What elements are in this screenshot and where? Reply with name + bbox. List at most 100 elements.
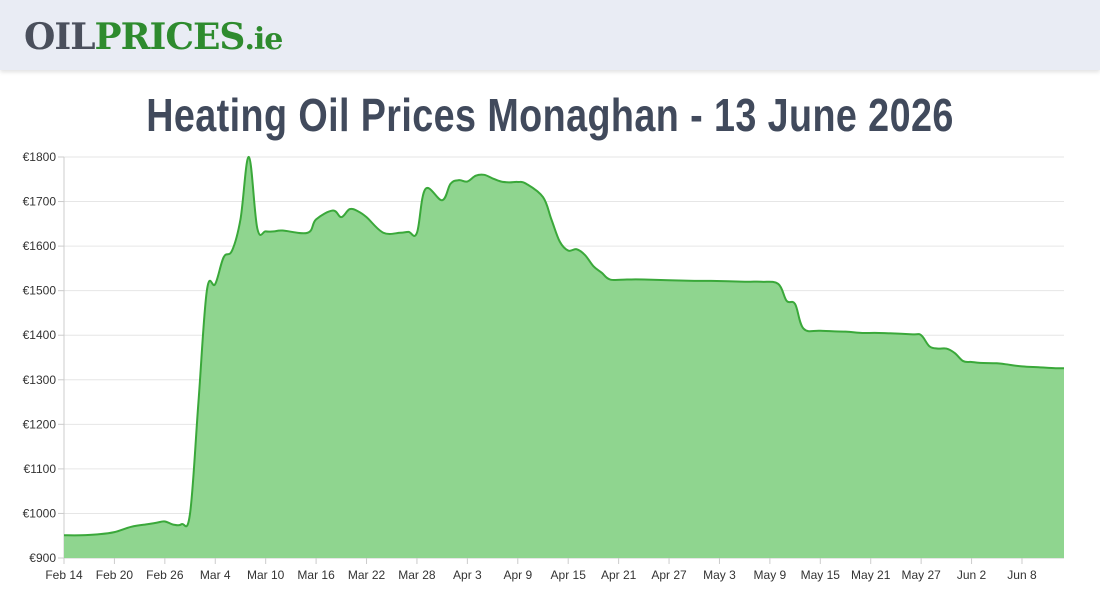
data-point xyxy=(508,181,510,183)
data-point xyxy=(80,534,82,536)
data-point xyxy=(189,512,191,514)
data-point xyxy=(1038,366,1040,368)
data-point xyxy=(609,278,611,280)
y-tick-label: €1500 xyxy=(23,284,57,298)
x-tick-label: Feb 26 xyxy=(146,568,184,582)
data-point xyxy=(483,174,485,176)
x-axis: Feb 14 Feb 20 Feb 26 Mar 4 Mar 10 Mar 16 Mar 2… xyxy=(45,558,1037,582)
data-point xyxy=(1063,367,1065,369)
data-point xyxy=(584,254,586,256)
data-point xyxy=(1054,367,1056,369)
data-point xyxy=(491,177,493,179)
x-tick-label: Feb 14 xyxy=(45,568,83,582)
data-point xyxy=(996,362,998,364)
price-chart: €900 €1000 €1100 €1200 €1300 €1400 €1500 €1600 €… xyxy=(23,150,1065,582)
data-point xyxy=(945,347,947,349)
y-tick-label: €1800 xyxy=(23,150,57,164)
data-point xyxy=(256,227,258,229)
data-point xyxy=(743,281,745,283)
x-tick-label: May 15 xyxy=(801,568,841,582)
data-point xyxy=(937,347,939,349)
data-point xyxy=(382,232,384,234)
data-point xyxy=(601,272,603,274)
x-tick-label: Apr 27 xyxy=(651,568,687,582)
x-tick-label: Apr 3 xyxy=(453,568,482,582)
data-point xyxy=(365,216,367,218)
x-tick-label: May 27 xyxy=(901,568,941,582)
data-point xyxy=(559,240,561,242)
site-header: OIL PRICES .ie xyxy=(0,0,1100,70)
data-point xyxy=(307,232,309,234)
data-point xyxy=(819,330,821,332)
data-point xyxy=(643,278,645,280)
data-point xyxy=(500,180,502,182)
data-point xyxy=(155,522,157,524)
logo-oil-text: OIL xyxy=(24,16,96,58)
data-point xyxy=(449,183,451,185)
page-title: Heating Oil Prices Monaghan - 13 June 20… xyxy=(146,89,954,141)
x-tick-label: Jun 8 xyxy=(1007,568,1037,582)
x-tick-label: Mar 10 xyxy=(247,568,285,582)
data-point xyxy=(861,332,863,334)
y-tick-label: €1300 xyxy=(23,373,57,387)
data-point xyxy=(130,526,132,528)
data-point xyxy=(802,327,804,329)
data-point xyxy=(920,334,922,336)
data-point xyxy=(281,229,283,231)
data-point xyxy=(180,523,182,525)
data-point xyxy=(147,523,149,525)
x-tick-label: Apr 21 xyxy=(601,568,637,582)
y-tick-label: €900 xyxy=(29,551,56,565)
data-point xyxy=(315,218,317,220)
data-point xyxy=(928,345,930,347)
y-tick-label: €1200 xyxy=(23,417,57,431)
data-point xyxy=(164,520,166,522)
y-tick-label: €1100 xyxy=(24,462,57,476)
data-point xyxy=(206,289,208,291)
x-tick-label: May 3 xyxy=(703,568,736,582)
data-point xyxy=(466,180,468,182)
data-point xyxy=(239,218,241,220)
x-tick-label: Mar 4 xyxy=(200,568,231,582)
data-point xyxy=(912,333,914,335)
data-point xyxy=(197,401,199,403)
data-point xyxy=(475,175,477,177)
data-point xyxy=(332,209,334,211)
data-point xyxy=(264,230,266,232)
data-point xyxy=(214,283,216,285)
data-point xyxy=(979,362,981,364)
data-point xyxy=(222,256,224,258)
price-area-fill xyxy=(64,156,1064,558)
chart-series xyxy=(63,155,1065,558)
x-tick-label: Mar 22 xyxy=(348,568,386,582)
data-point xyxy=(273,230,275,232)
data-point xyxy=(231,249,233,251)
data-point xyxy=(777,283,779,285)
data-point xyxy=(954,352,956,354)
price-line xyxy=(63,155,1065,537)
data-point xyxy=(517,181,519,183)
data-point xyxy=(340,216,342,218)
data-point xyxy=(710,280,712,282)
x-tick-label: Jun 2 xyxy=(957,568,987,582)
site-logo[interactable]: OIL PRICES .ie xyxy=(24,16,283,58)
data-point xyxy=(575,248,577,250)
data-point xyxy=(63,534,65,536)
x-tick-label: May 21 xyxy=(851,568,891,582)
x-tick-label: May 9 xyxy=(754,568,787,582)
y-tick-label: €1600 xyxy=(23,239,57,253)
x-tick-label: Apr 15 xyxy=(551,568,587,582)
y-tick-label: €1700 xyxy=(23,195,57,209)
data-point xyxy=(550,218,552,220)
data-point xyxy=(626,278,628,280)
data-point xyxy=(525,183,527,185)
y-axis: €900 €1000 €1100 €1200 €1300 €1400 €1500 €1600 €… xyxy=(23,150,64,565)
data-point xyxy=(1021,365,1023,367)
data-point xyxy=(349,208,351,210)
x-tick-label: Apr 9 xyxy=(503,568,532,582)
y-tick-label: €1000 xyxy=(23,506,57,520)
data-point xyxy=(407,231,409,233)
y-tick-label: €1400 xyxy=(23,328,57,342)
data-point xyxy=(424,188,426,190)
x-tick-label: Mar 28 xyxy=(398,568,436,582)
